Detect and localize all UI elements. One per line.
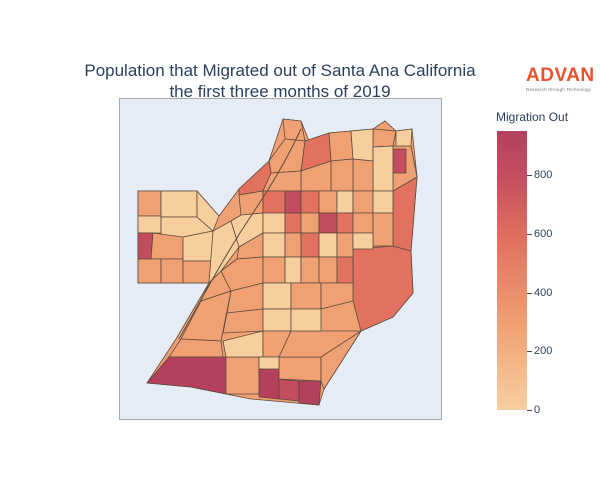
census-tract[interactable] [284,190,302,214]
choropleth-map[interactable] [120,99,442,420]
chart-title: Population that Migrated out of Santa An… [40,60,520,102]
logo-wordmark: ADVAN [526,65,595,86]
census-tract[interactable] [300,190,320,214]
census-tract[interactable] [352,232,374,250]
census-tract[interactable] [225,356,260,395]
colorbar-tick [527,292,532,294]
census-tract[interactable] [278,378,300,402]
census-tract[interactable] [336,232,354,258]
census-tract[interactable] [262,282,292,310]
census-tract[interactable] [352,245,414,332]
census-tract[interactable] [350,128,374,162]
census-tract[interactable] [258,356,280,370]
logo-tagline: Research through Technology [526,87,592,92]
census-tract[interactable] [262,308,292,332]
colorbar-tick [527,351,532,353]
census-tract[interactable] [262,190,286,214]
census-tract[interactable] [328,130,354,162]
census-tract[interactable] [336,212,354,234]
census-tract[interactable] [300,256,320,284]
census-tract[interactable] [182,260,214,284]
census-tract[interactable] [262,232,286,258]
census-tract[interactable] [160,190,198,218]
census-tract[interactable] [137,215,162,234]
census-tract[interactable] [137,190,162,217]
census-tract[interactable] [137,232,154,260]
census-tract[interactable] [262,212,286,234]
chart-title-line1: Population that Migrated out of Santa An… [84,61,476,80]
census-tract[interactable] [318,256,338,284]
colorbar-tick [527,175,532,177]
census-tract[interactable] [262,256,286,284]
census-tract[interactable] [330,158,354,192]
colorbar-tick-label: 600 [534,227,553,240]
census-tract[interactable] [352,190,374,214]
colorbar-tick [527,410,532,411]
census-tract[interactable] [300,212,320,234]
colorbar-tick-label: 800 [534,169,553,182]
census-tract[interactable] [318,212,338,234]
census-tract[interactable] [372,128,397,148]
census-tract[interactable] [284,232,302,258]
census-tract[interactable] [372,190,394,214]
census-tract[interactable] [150,232,184,260]
census-tract[interactable] [290,282,322,310]
census-tract[interactable] [290,308,322,332]
census-tract[interactable] [352,212,374,234]
colorbar-title: Migration Out [496,110,569,124]
census-tract[interactable] [196,190,220,232]
census-tract[interactable] [258,368,280,400]
census-tract[interactable] [318,232,338,258]
census-tract[interactable] [318,190,338,214]
census-tract[interactable] [336,190,354,214]
chart-title-line2: the first three months of 2019 [169,82,391,101]
colorbar-tick-label: 200 [534,345,553,358]
census-tract[interactable] [137,258,162,284]
census-tract[interactable] [298,380,322,406]
census-tract[interactable] [372,212,394,247]
colorbar-tick-label: 0 [534,404,541,416]
census-tract[interactable] [208,220,240,284]
census-tract[interactable] [160,258,184,284]
census-tract[interactable] [300,232,320,258]
colorbar [497,131,527,410]
census-tract[interactable] [395,128,413,147]
census-tract[interactable] [284,212,302,234]
colorbar-tick [527,233,532,235]
river-line [178,128,302,340]
advan-logo: ADVAN Research through Technology [526,65,596,93]
census-tract[interactable] [320,282,354,310]
census-tract[interactable] [372,145,394,192]
census-tract[interactable] [352,158,374,192]
census-tract[interactable] [222,308,264,334]
map-plot-area[interactable] [119,98,442,420]
census-tract[interactable] [146,356,227,395]
colorbar-tick-label: 400 [534,286,553,299]
census-tract[interactable] [278,356,322,382]
census-tract[interactable] [284,256,302,284]
census-tract[interactable] [336,256,354,284]
